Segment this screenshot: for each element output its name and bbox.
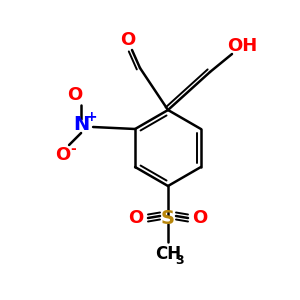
Text: S: S	[161, 208, 175, 227]
Text: O: O	[120, 31, 136, 49]
Text: +: +	[85, 110, 97, 124]
Text: 3: 3	[176, 254, 184, 266]
Text: O: O	[56, 146, 71, 164]
Text: -: -	[70, 142, 76, 156]
Text: O: O	[128, 209, 144, 227]
Text: O: O	[68, 86, 83, 104]
Text: N: N	[73, 116, 89, 134]
Text: CH: CH	[155, 245, 181, 263]
Text: O: O	[192, 209, 208, 227]
Text: OH: OH	[227, 37, 257, 55]
